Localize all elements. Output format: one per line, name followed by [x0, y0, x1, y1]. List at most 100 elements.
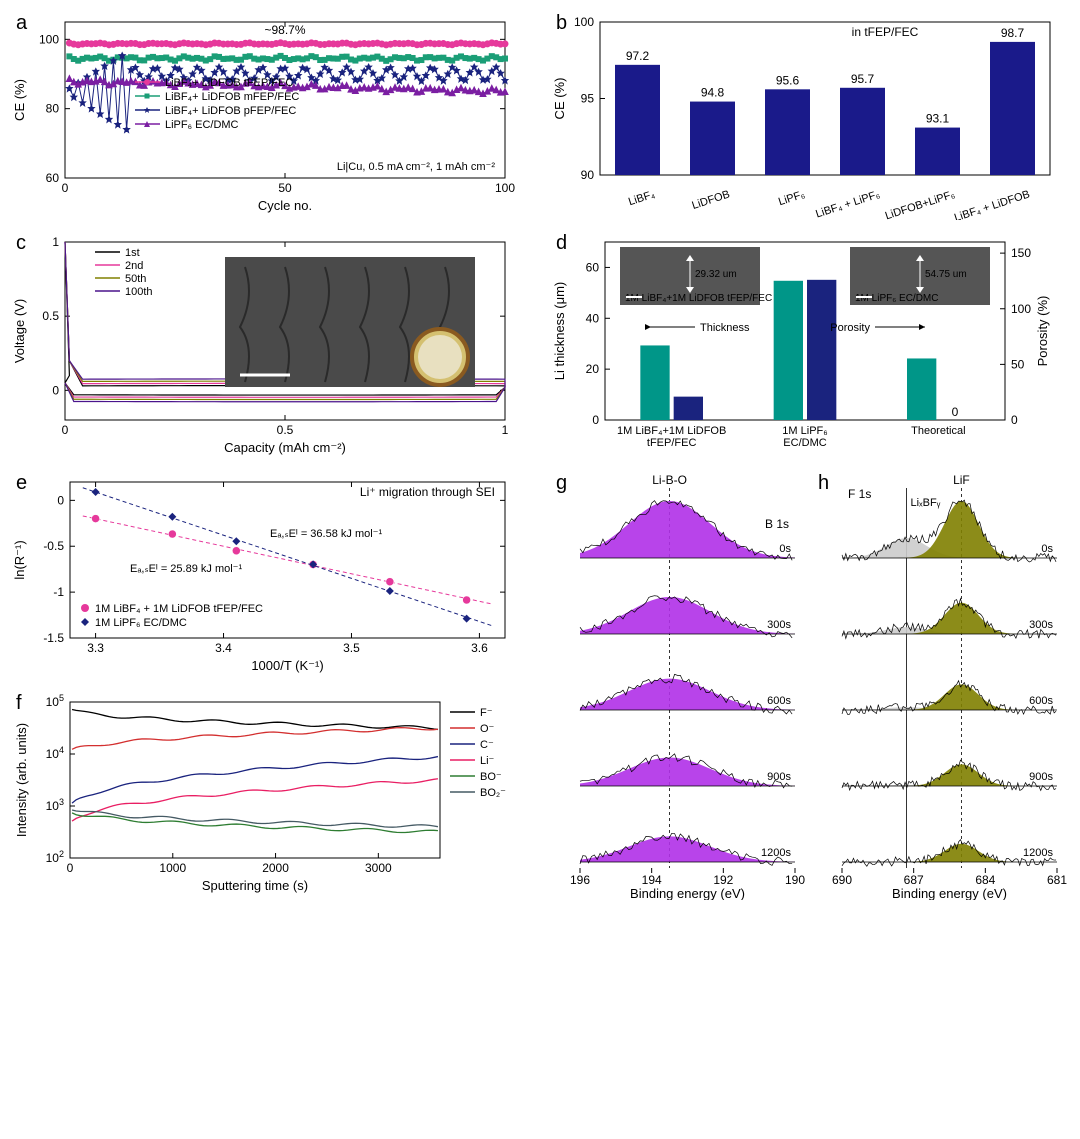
svg-text:1200s: 1200s: [761, 847, 791, 859]
svg-text:1M LiBF₄ + 1M LiDFOB tFEP/FEC: 1M LiBF₄ + 1M LiDFOB tFEP/FEC: [95, 603, 263, 615]
svg-text:Eₐ,ₛEᴵ = 25.89 kJ mol⁻¹: Eₐ,ₛEᴵ = 25.89 kJ mol⁻¹: [130, 563, 242, 575]
svg-text:0: 0: [67, 861, 74, 875]
svg-text:3.4: 3.4: [215, 641, 232, 655]
panel-c: c 00.5100.51Capacity (mAh cm⁻²)Voltage (…: [10, 230, 530, 460]
svg-text:LiDFOB+LiPF₆: LiDFOB+LiPF₆: [884, 188, 957, 220]
svg-text:LiDFOB: LiDFOB: [691, 188, 732, 212]
svg-text:1M LiPF₆ EC/DMC: 1M LiPF₆ EC/DMC: [855, 293, 939, 304]
svg-text:2nd: 2nd: [125, 260, 143, 272]
svg-text:LiBF₄+ LiDFOB tFEP/FEC: LiBF₄+ LiDFOB tFEP/FEC: [165, 77, 293, 89]
svg-text:Intensity (arb. units): Intensity (arb. units): [14, 723, 29, 837]
svg-text:100: 100: [1011, 302, 1031, 316]
svg-text:tFEP/FEC: tFEP/FEC: [647, 437, 697, 449]
svg-text:50th: 50th: [125, 273, 146, 285]
svg-text:in tFEP/FEC: in tFEP/FEC: [852, 25, 919, 39]
svg-text:CE (%): CE (%): [552, 78, 567, 120]
panel-gh-wrapper: g Li-B-OB 1s0s300s600s900s1200s196194192…: [550, 470, 1070, 900]
svg-text:98.7: 98.7: [1001, 26, 1025, 40]
panel-e: e 3.33.43.53.6-1.5-1-0.501000/T (K⁻¹)ln(…: [10, 470, 530, 680]
svg-text:0: 0: [52, 383, 59, 397]
svg-text:90: 90: [581, 168, 595, 182]
svg-text:Li-B-O: Li-B-O: [652, 473, 687, 487]
svg-text:80: 80: [46, 102, 60, 116]
svg-text:O⁻: O⁻: [480, 723, 495, 735]
svg-text:C⁻: C⁻: [480, 739, 494, 751]
svg-text:0s: 0s: [779, 543, 791, 555]
svg-text:190: 190: [785, 873, 805, 887]
svg-text:Thickness: Thickness: [700, 322, 750, 334]
svg-text:102: 102: [46, 849, 64, 865]
svg-text:1200s: 1200s: [1023, 847, 1053, 859]
panel-a-label: a: [16, 12, 27, 35]
svg-text:50: 50: [278, 181, 292, 195]
panel-a: a 0501006080100Cycle no.CE (%)~98.7%LiBF…: [10, 10, 530, 220]
panel-d: d 0204060050100150Li thickness (μm)Poros…: [550, 230, 1070, 460]
svg-text:Theoretical: Theoretical: [911, 425, 965, 437]
svg-text:LiF: LiF: [953, 473, 970, 487]
svg-text:1M LiPF₆: 1M LiPF₆: [782, 425, 827, 437]
svg-text:0: 0: [62, 423, 69, 437]
svg-text:29.32 um: 29.32 um: [695, 269, 737, 280]
svg-text:3.3: 3.3: [87, 641, 104, 655]
svg-text:3000: 3000: [365, 861, 392, 875]
svg-text:Capacity (mAh cm⁻²): Capacity (mAh cm⁻²): [224, 440, 346, 455]
svg-text:192: 192: [713, 873, 733, 887]
svg-text:LiBF₄+ LiDFOB pFEP/FEC: LiBF₄+ LiDFOB pFEP/FEC: [165, 105, 296, 117]
svg-text:Li⁺ migration through SEI: Li⁺ migration through SEI: [360, 485, 495, 499]
svg-text:LiBF₄: LiBF₄: [627, 188, 657, 208]
svg-text:1M LiBF₄+1M LiDFOB: 1M LiBF₄+1M LiDFOB: [617, 425, 726, 437]
svg-text:97.2: 97.2: [626, 49, 650, 63]
panel-h-label: h: [818, 472, 829, 495]
svg-text:Li thickness (μm): Li thickness (μm): [552, 282, 567, 381]
svg-text:3.5: 3.5: [343, 641, 360, 655]
svg-text:Cycle no.: Cycle no.: [258, 198, 312, 213]
svg-text:LiPF₆: LiPF₆: [777, 188, 806, 208]
svg-text:Li⁻: Li⁻: [480, 755, 495, 767]
svg-text:105: 105: [46, 693, 64, 709]
svg-text:684: 684: [975, 873, 995, 887]
svg-text:Voltage (V): Voltage (V): [12, 299, 27, 363]
svg-text:150: 150: [1011, 246, 1031, 260]
svg-text:0: 0: [62, 181, 69, 195]
svg-text:LiPF₆ EC/DMC: LiPF₆ EC/DMC: [165, 119, 239, 131]
panel-c-label: c: [16, 232, 26, 255]
svg-text:94.8: 94.8: [701, 86, 725, 100]
svg-text:B 1s: B 1s: [765, 517, 789, 531]
svg-text:103: 103: [46, 797, 64, 813]
svg-text:690: 690: [832, 873, 852, 887]
svg-text:BO₂⁻: BO₂⁻: [480, 787, 506, 799]
svg-text:Eₐ,ₛEᴵ = 36.58 kJ mol⁻¹: Eₐ,ₛEᴵ = 36.58 kJ mol⁻¹: [270, 528, 382, 540]
panel-f-label: f: [16, 692, 22, 715]
svg-text:F⁻: F⁻: [480, 707, 493, 719]
svg-text:20: 20: [586, 362, 600, 376]
svg-text:1000/T (K⁻¹): 1000/T (K⁻¹): [251, 658, 323, 673]
svg-text:600s: 600s: [767, 695, 791, 707]
svg-text:Porosity (%): Porosity (%): [1035, 296, 1050, 367]
svg-text:1: 1: [502, 423, 509, 437]
svg-text:2000: 2000: [262, 861, 289, 875]
panel-e-label: e: [16, 472, 27, 495]
svg-text:EC/DMC: EC/DMC: [783, 437, 826, 449]
svg-text:93.1: 93.1: [926, 112, 950, 126]
svg-text:CE (%): CE (%): [12, 79, 27, 121]
svg-text:1000: 1000: [159, 861, 186, 875]
svg-text:0.5: 0.5: [42, 309, 59, 323]
svg-text:F 1s: F 1s: [848, 487, 871, 501]
svg-text:100: 100: [39, 32, 59, 46]
svg-text:0: 0: [1011, 413, 1018, 427]
svg-text:196: 196: [570, 873, 590, 887]
svg-text:0: 0: [952, 405, 959, 419]
figure-grid: a 0501006080100Cycle no.CE (%)~98.7%LiBF…: [10, 10, 1070, 900]
panel-g-label: g: [556, 472, 567, 495]
svg-text:-0.5: -0.5: [43, 539, 64, 553]
panel-b-label: b: [556, 12, 567, 35]
svg-text:100: 100: [495, 181, 515, 195]
svg-text:1: 1: [52, 235, 59, 249]
svg-text:LiBF₄ + LiDFOB: LiBF₄ + LiDFOB: [953, 188, 1032, 220]
svg-text:681: 681: [1047, 873, 1067, 887]
svg-text:300s: 300s: [1029, 619, 1053, 631]
svg-text:95.7: 95.7: [851, 72, 875, 86]
svg-text:1M LiPF₆ EC/DMC: 1M LiPF₆ EC/DMC: [95, 617, 187, 629]
svg-text:1st: 1st: [125, 247, 140, 259]
svg-text:LiₓBFᵧ: LiₓBFᵧ: [911, 497, 941, 509]
